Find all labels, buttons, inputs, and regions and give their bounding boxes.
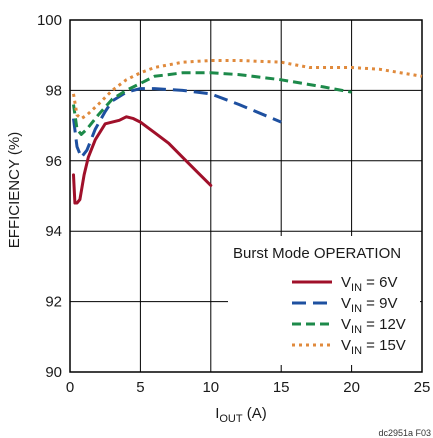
x-axis-label-rest: (A)	[243, 405, 267, 422]
x-axis-label-sub: OUT	[219, 413, 243, 425]
legend-label-2: VIN = 9V	[341, 295, 397, 315]
legend-title: Burst Mode OPERATION	[233, 245, 401, 262]
x-tick-label: 0	[66, 379, 74, 396]
legend-label-3: VIN = 12V	[341, 316, 406, 336]
legend-label-1: VIN = 6V	[341, 274, 397, 294]
y-tick-label: 90	[45, 364, 62, 381]
x-tick-label: 15	[273, 379, 290, 396]
x-axis-label-main: I	[215, 405, 219, 422]
grid	[69, 19, 423, 373]
plot-frame	[69, 19, 423, 373]
x-tick-label: 20	[343, 379, 360, 396]
y-axis-label: EFFICIENCY (%)	[6, 132, 23, 248]
series-line-1	[72, 115, 213, 205]
series-line-4	[72, 59, 423, 121]
y-tick-label: 94	[45, 223, 62, 240]
y-tick-label: 92	[45, 294, 62, 311]
legend-background	[228, 236, 420, 365]
series-lines	[72, 59, 423, 205]
x-tick-label: 10	[202, 379, 219, 396]
x-tick-label: 5	[136, 379, 144, 396]
x-tick-label: 25	[414, 379, 431, 396]
y-tick-label: 96	[45, 153, 62, 170]
x-axis-label: IOUT (A)	[215, 405, 267, 425]
series-line-3	[72, 71, 352, 136]
figure-code: dc2951a F03	[378, 428, 431, 438]
y-tick-label: 98	[45, 82, 62, 99]
series-line-2	[72, 87, 282, 159]
legend-label-4: VIN = 15V	[341, 337, 406, 357]
y-tick-label: 100	[37, 12, 62, 29]
tick-labels: 0 5 10 15 20 25 90 92 94 96 98 100	[37, 12, 430, 396]
